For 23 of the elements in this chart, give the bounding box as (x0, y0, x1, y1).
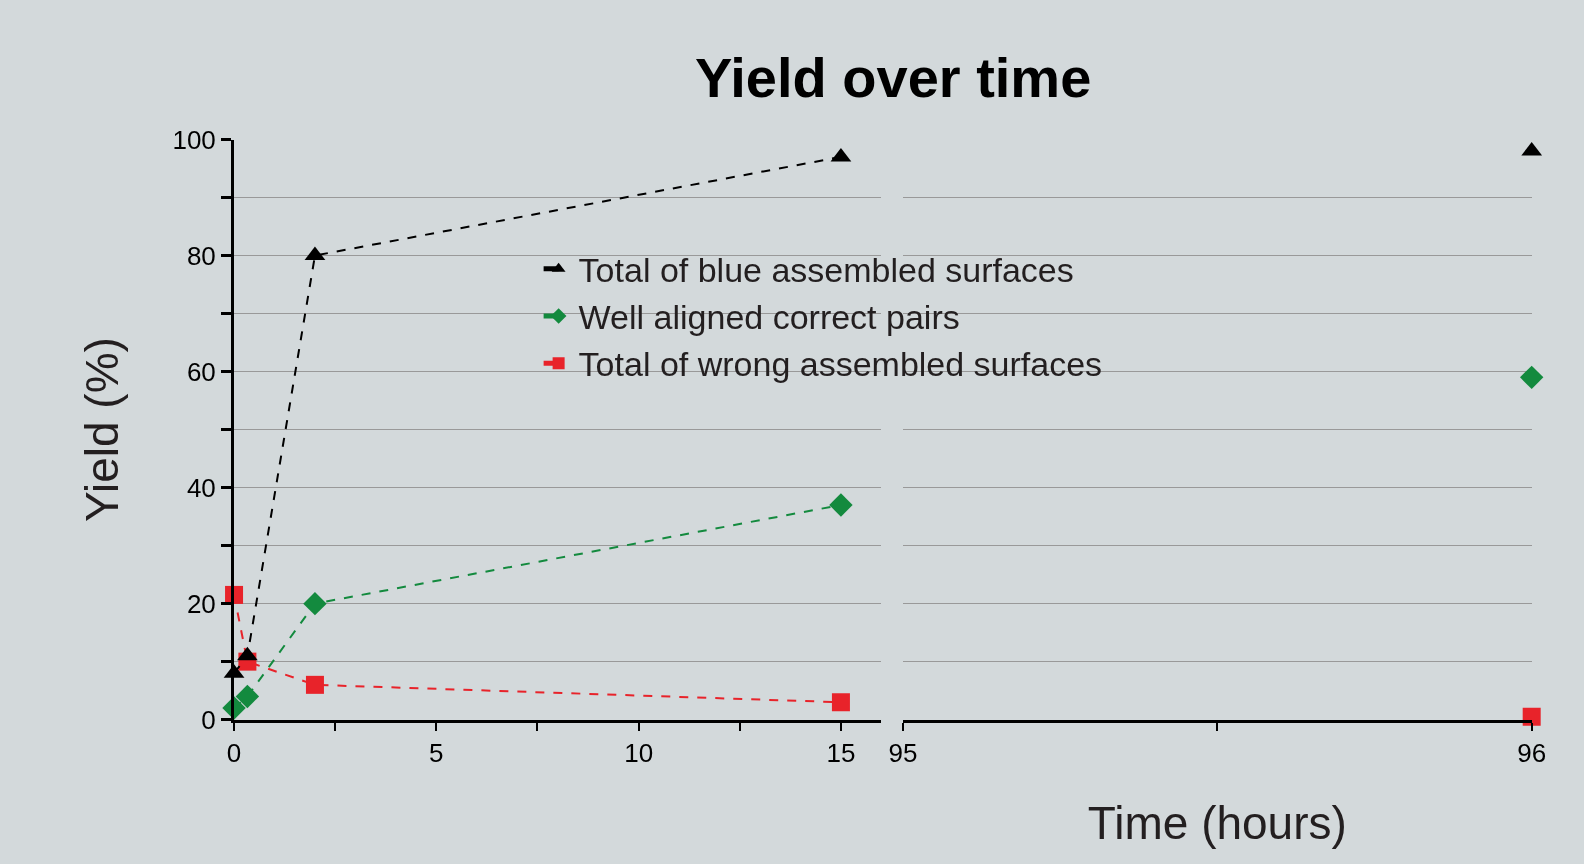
y-tick-label: 20 (186, 588, 216, 619)
x-tick-label: 0 (226, 737, 242, 768)
y-tick-label: 60 (186, 356, 216, 387)
x-tick-label: 15 (826, 737, 856, 768)
y-tick-label: 80 (186, 240, 216, 271)
y-tick-label: 100 (172, 124, 216, 155)
point (829, 493, 853, 517)
x-tick-label: 10 (624, 737, 654, 768)
x-axis-title: Time (hours) (1087, 796, 1347, 849)
x-tick-label: 5 (429, 737, 444, 768)
chart-title: Yield over time (695, 46, 1092, 109)
x-tick-label: 96 (1517, 737, 1547, 768)
legend-label: Total of wrong assembled surfaces (578, 345, 1103, 384)
point (831, 693, 850, 712)
point (305, 675, 324, 694)
point (235, 684, 260, 709)
point (303, 591, 327, 616)
legend-label: Total of blue assembled surfaces (578, 251, 1074, 290)
y-axis-title: Yield (%) (75, 337, 128, 523)
y-tick-label: 0 (201, 704, 216, 735)
legend-label: Well aligned correct pairs (578, 298, 960, 337)
y-tick-label: 40 (186, 472, 216, 503)
x-tick-label: 95 (888, 737, 918, 768)
